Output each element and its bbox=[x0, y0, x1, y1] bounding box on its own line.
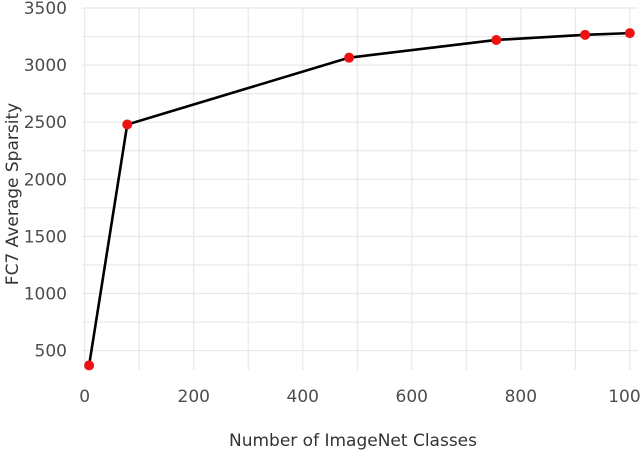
series-layer bbox=[84, 28, 635, 371]
y-tick-label: 3500 bbox=[24, 0, 67, 19]
x-tick-label: 800 bbox=[505, 387, 537, 407]
y-axis-title: FC7 Average Sparsity bbox=[3, 103, 23, 285]
data-point bbox=[624, 28, 635, 39]
x-axis-ticks: 0 200 400 600 800 1000 bbox=[79, 387, 640, 407]
x-tick-label: 1000 bbox=[608, 387, 640, 407]
data-point bbox=[491, 34, 502, 45]
y-tick-label: 1000 bbox=[24, 284, 67, 304]
y-tick-label: 2500 bbox=[24, 113, 67, 133]
y-axis-ticks: 500 1000 1500 2000 2500 3000 3500 bbox=[24, 0, 67, 362]
x-tick-label: 0 bbox=[79, 387, 90, 407]
data-point bbox=[122, 119, 133, 130]
data-point bbox=[84, 360, 95, 371]
y-tick-label: 500 bbox=[35, 342, 67, 362]
y-tick-label: 2000 bbox=[24, 170, 67, 190]
x-tick-label: 200 bbox=[178, 387, 210, 407]
y-tick-label: 3000 bbox=[24, 56, 67, 76]
grid-lines bbox=[82, 7, 638, 370]
series-line bbox=[87, 31, 630, 366]
x-tick-label: 600 bbox=[396, 387, 428, 407]
y-tick-label: 1500 bbox=[24, 227, 67, 247]
data-point bbox=[344, 52, 355, 63]
data-point bbox=[580, 29, 591, 40]
x-tick-label: 400 bbox=[287, 387, 319, 407]
x-axis-title: Number of ImageNet Classes bbox=[229, 431, 477, 451]
